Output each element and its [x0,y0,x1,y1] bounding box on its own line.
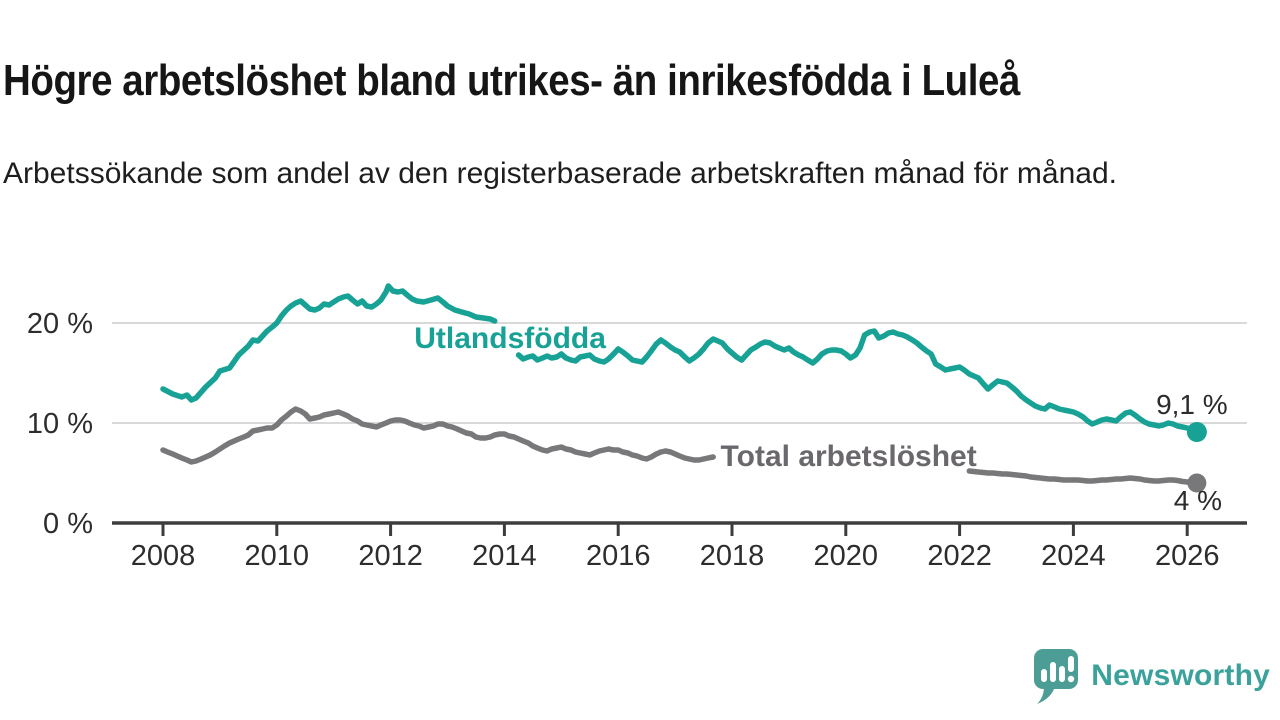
x-tick-label: 2016 [586,540,651,572]
series-line-total [160,406,716,465]
y-tick-label: 10 % [27,408,93,440]
x-tick-label: 2024 [1041,540,1106,572]
chart-title: Högre arbetslöshet bland utrikes- än inr… [3,56,1020,106]
logo-bar-3 [1059,666,1066,682]
newsworthy-logo: Newsworthy [1033,648,1270,704]
end-value-label-utlandsfodda: 9,1 % [1156,389,1228,420]
series-label-utlandsfodda: Utlandsfödda [414,322,606,355]
series-line-utlandsfodda [160,283,498,403]
logo-exclamation-dot [1068,675,1075,683]
newsworthy-logo-icon [1034,649,1079,704]
x-tick-label: 2012 [358,540,423,572]
series-end-dot-utlandsfodda [1186,422,1207,442]
series-label-total: Total arbetslöshet [721,440,977,473]
end-value-label-total: 4 % [1174,485,1222,516]
x-tick-label: 2020 [814,540,879,572]
x-tick-label: 2010 [245,540,310,572]
logo-exclamation-bar [1068,656,1075,672]
x-tick-label: 2008 [131,540,196,572]
x-tick-label: 2018 [700,540,765,572]
y-tick-label: 20 % [27,308,93,340]
newsworthy-wordmark: Newsworthy [1091,659,1270,692]
series-line-utlandsfodda [515,328,1200,435]
series-line-total [966,468,1200,486]
x-tick-label: 2014 [472,540,537,572]
chart-subtitle: Arbetssökande som andel av den registerb… [3,157,1117,190]
x-tick-label: 2026 [1155,540,1220,572]
y-tick-label: 0 % [43,508,93,540]
logo-bar-1 [1041,669,1048,682]
x-tick-label: 2022 [927,540,992,572]
series-end-dot-total [1187,473,1207,493]
logo-bar-2 [1050,662,1057,682]
